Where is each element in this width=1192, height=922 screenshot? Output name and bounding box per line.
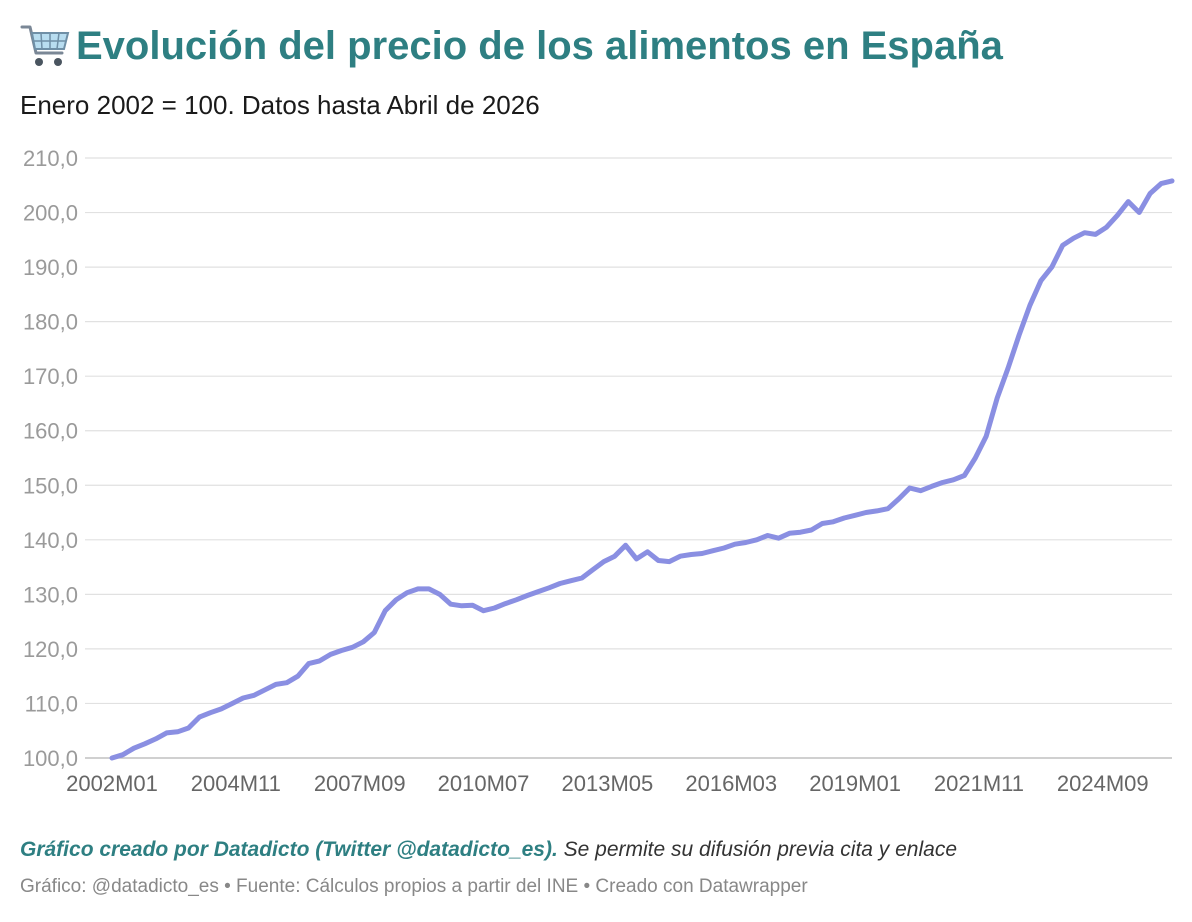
y-tick-label: 210,0 [23, 146, 78, 171]
line-chart: 100,0 110,0 120,0 130,0 140,0 150,0 160,0 170,0… [23, 146, 1175, 796]
y-tick-label: 160,0 [23, 419, 78, 444]
series-layer [109, 178, 1175, 761]
x-tick-label: 2002M01 [66, 771, 158, 796]
y-tick-label: 150,0 [23, 473, 78, 498]
y-tick-label: 130,0 [23, 582, 78, 607]
chart-title-text: Evolución del precio de los alimentos en… [76, 23, 1003, 68]
shopping-cart-icon [20, 25, 70, 66]
x-tick-label: 2016M03 [685, 771, 777, 796]
y-tick-label: 200,0 [23, 201, 78, 226]
x-axis: 2002M01 2004M11 2007M09 2010M07 2013M05 2016M… [66, 771, 1149, 796]
x-tick-label: 2021M11 [934, 771, 1024, 796]
series-line [109, 178, 1175, 761]
x-tick-label: 2010M07 [438, 771, 530, 796]
y-tick-label: 140,0 [23, 528, 78, 553]
chart-title: Evolución del precio de los alimentos en… [20, 18, 1003, 74]
x-tick-label: 2019M01 [809, 771, 901, 796]
x-tick-label: 2007M09 [314, 771, 406, 796]
x-tick-label: 2024M09 [1057, 771, 1149, 796]
chart-subtitle: Enero 2002 = 100. Datos hasta Abril de 2… [20, 90, 540, 120]
footer-note: Se permite su difusión previa cita y enl… [563, 838, 958, 861]
grid-layer [85, 157, 1172, 759]
y-axis: 100,0 110,0 120,0 130,0 140,0 150,0 160,0 170,0… [23, 146, 78, 771]
footer-source: Gráfico: @datadicto_es • Fuente: Cálculo… [20, 876, 808, 897]
y-tick-label: 180,0 [23, 310, 78, 335]
footer-credit: Gráfico creado por Datadicto (Twitter @d… [20, 838, 558, 861]
x-tick-label: 2004M11 [191, 771, 281, 796]
y-tick-label: 170,0 [23, 364, 78, 389]
y-tick-label: 120,0 [23, 637, 78, 662]
x-tick-label: 2013M05 [562, 771, 654, 796]
y-tick-label: 190,0 [23, 255, 78, 280]
footer-credit-line: Gráfico creado por Datadicto (Twitter @d… [20, 838, 957, 862]
y-tick-label: 110,0 [25, 691, 78, 716]
y-tick-label: 100,0 [23, 746, 78, 771]
